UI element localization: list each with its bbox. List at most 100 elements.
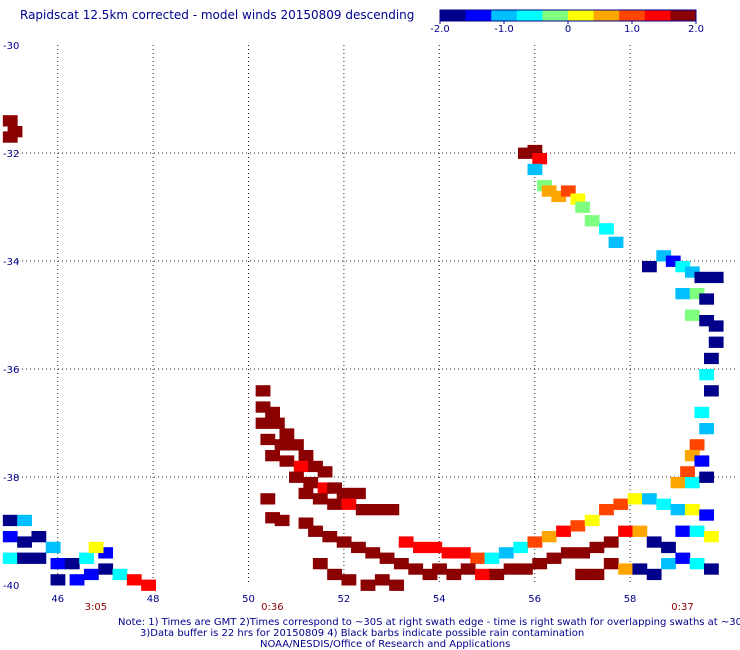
heatmap-cell bbox=[98, 563, 114, 575]
heatmap-cell bbox=[460, 563, 476, 575]
heatmap-cell bbox=[2, 131, 18, 143]
heatmap-cell bbox=[575, 547, 591, 559]
heatmap-cell bbox=[694, 455, 710, 467]
heatmap-cell bbox=[351, 487, 366, 500]
heatmap-cell bbox=[260, 493, 276, 505]
swath-time-label: 3:05 bbox=[85, 602, 107, 613]
heatmap-cell bbox=[322, 531, 338, 543]
colorbar-tick-label: -2.0 bbox=[430, 24, 450, 35]
heatmap-cell bbox=[618, 525, 633, 537]
swath-time-label: 0:36 bbox=[261, 602, 283, 613]
heatmap-cell bbox=[413, 541, 428, 554]
heatmap-cell bbox=[675, 552, 691, 564]
heatmap-cell bbox=[684, 266, 700, 278]
heatmap-cell bbox=[699, 293, 715, 305]
heatmap-cell bbox=[675, 525, 691, 537]
heatmap-cell bbox=[312, 558, 328, 570]
heatmap-cell bbox=[656, 498, 672, 510]
heatmap-cell bbox=[83, 568, 99, 581]
x-tick-label: 46 bbox=[51, 594, 64, 605]
heatmap-cell bbox=[327, 482, 342, 494]
heatmap-cell bbox=[265, 512, 280, 524]
heatmap-cell bbox=[384, 504, 400, 516]
heatmap-cell bbox=[470, 552, 486, 564]
heatmap-cell bbox=[613, 498, 629, 510]
heatmap-cell bbox=[64, 558, 80, 570]
heatmap-cell bbox=[703, 531, 719, 543]
heatmap-cell bbox=[618, 563, 633, 575]
x-tick-label: 56 bbox=[528, 594, 541, 605]
heatmap-cell bbox=[675, 261, 691, 273]
heatmap-cell bbox=[603, 536, 619, 548]
heatmap-cell bbox=[455, 547, 471, 559]
heatmap-cell bbox=[656, 250, 672, 262]
heatmap-cell bbox=[546, 552, 562, 564]
heatmap-cell bbox=[298, 487, 314, 500]
heatmap-cell bbox=[379, 552, 395, 564]
heatmap-cell bbox=[498, 547, 514, 559]
heatmap-cell bbox=[2, 531, 18, 543]
heatmap-cell bbox=[532, 153, 548, 165]
heatmap-cell bbox=[308, 525, 323, 537]
heatmap-cell bbox=[265, 450, 280, 462]
x-tick-label: 52 bbox=[338, 594, 351, 605]
heatmap-cell bbox=[17, 552, 32, 564]
heatmap-cell bbox=[98, 547, 114, 559]
heatmap-cell bbox=[632, 563, 648, 575]
heatmap-cell bbox=[441, 547, 457, 559]
heatmap-cell bbox=[517, 147, 533, 159]
heatmap-cell bbox=[265, 406, 280, 419]
heatmap-cell bbox=[355, 504, 371, 516]
heatmap-cell bbox=[293, 460, 309, 473]
heatmap-cell bbox=[699, 315, 715, 327]
heatmap-cell bbox=[327, 498, 342, 510]
heatmap-cell bbox=[603, 558, 619, 570]
heatmap-cell bbox=[560, 185, 576, 197]
colorbar-segment bbox=[465, 10, 492, 21]
heatmap-cell bbox=[689, 439, 705, 451]
heatmap-cell bbox=[31, 531, 47, 543]
heatmap-cell bbox=[665, 255, 681, 267]
heatmap-cell bbox=[317, 482, 333, 494]
heatmap-cell bbox=[675, 288, 691, 300]
heatmap-cell bbox=[274, 439, 290, 451]
heatmap-cell bbox=[699, 471, 715, 483]
heatmap-cell bbox=[274, 514, 290, 527]
heatmap-cell bbox=[541, 185, 557, 197]
note-line-3: NOAA/NESDIS/Office of Research and Appli… bbox=[260, 639, 511, 650]
swath-time-label: 0:37 bbox=[671, 602, 693, 613]
heatmap-cell bbox=[422, 568, 438, 581]
heatmap-cell bbox=[684, 309, 700, 321]
heatmap-cell bbox=[303, 477, 319, 489]
heatmap-cell bbox=[45, 541, 61, 554]
heatmap-cell bbox=[694, 271, 710, 284]
y-tick-label: -38 bbox=[3, 473, 19, 484]
heatmap-cell bbox=[298, 517, 314, 529]
heatmap-cell bbox=[517, 563, 533, 575]
heatmap-cell bbox=[684, 450, 700, 462]
heatmap-cell bbox=[575, 201, 591, 213]
heatmap-cell bbox=[599, 223, 614, 235]
heatmap-cell bbox=[527, 144, 543, 157]
heatmap-cell bbox=[427, 541, 443, 554]
x-tick-label: 54 bbox=[433, 594, 446, 605]
heatmap-cell bbox=[513, 541, 529, 554]
colorbar-segment bbox=[542, 10, 569, 21]
heatmap-cell bbox=[684, 504, 700, 516]
heatmap-cell bbox=[608, 236, 624, 248]
heatmap-cell bbox=[541, 531, 557, 543]
colorbar-tick-label: 1.0 bbox=[624, 24, 640, 35]
heatmap-cell bbox=[661, 541, 676, 554]
heatmap-cell bbox=[699, 369, 715, 381]
heatmap-cell bbox=[341, 574, 357, 586]
heatmap-cell bbox=[2, 514, 18, 527]
heatmap-cell bbox=[446, 568, 462, 581]
heatmap-cell bbox=[484, 552, 500, 564]
heatmap-cell bbox=[703, 385, 719, 397]
heatmap-cell bbox=[689, 525, 705, 537]
heatmap-cell bbox=[708, 271, 724, 284]
heatmap-cell bbox=[255, 385, 271, 397]
heatmap-cell bbox=[703, 352, 719, 365]
x-tick-label: 50 bbox=[242, 594, 255, 605]
heatmap-cell bbox=[312, 493, 328, 505]
